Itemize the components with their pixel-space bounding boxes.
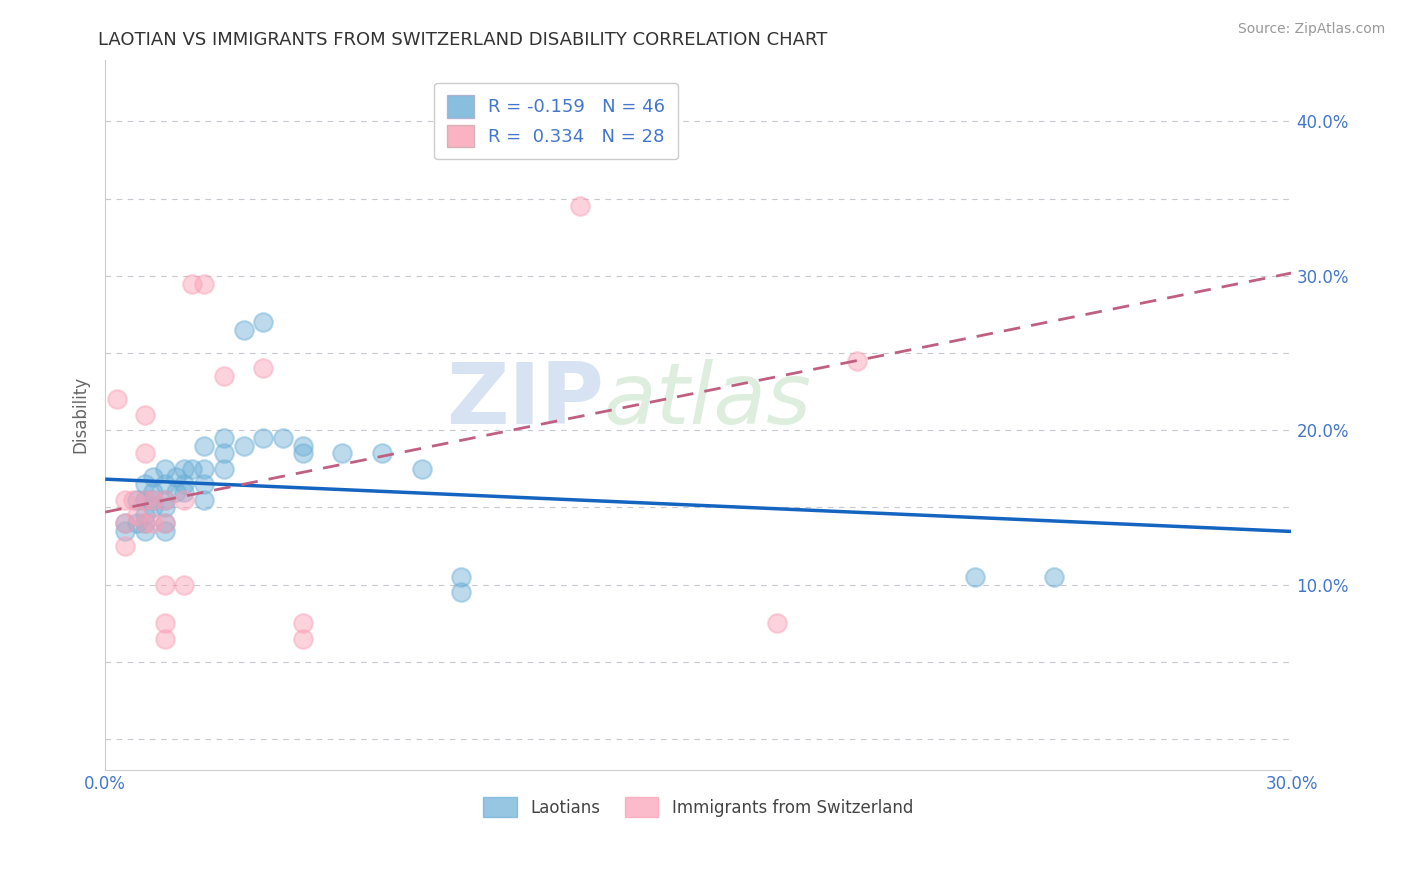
Point: [153, 516, 176, 530]
Point: [153, 500, 176, 515]
Point: [173, 477, 195, 491]
Point: [173, 485, 195, 500]
Point: [271, 431, 294, 445]
Point: [114, 524, 136, 538]
Point: [122, 492, 145, 507]
Point: [153, 477, 176, 491]
Point: [212, 446, 235, 460]
Point: [153, 516, 176, 530]
Text: LAOTIAN VS IMMIGRANTS FROM SWITZERLAND DISABILITY CORRELATION CHART: LAOTIAN VS IMMIGRANTS FROM SWITZERLAND D…: [98, 31, 828, 49]
Point: [845, 353, 868, 368]
Point: [193, 462, 215, 476]
Text: ZIP: ZIP: [446, 359, 603, 442]
Text: Source: ZipAtlas.com: Source: ZipAtlas.com: [1237, 22, 1385, 37]
Point: [212, 462, 235, 476]
Point: [291, 616, 314, 631]
Point: [142, 469, 165, 483]
Point: [114, 516, 136, 530]
Point: [142, 500, 165, 515]
Point: [114, 539, 136, 553]
Point: [252, 361, 274, 376]
Point: [125, 516, 148, 530]
Point: [114, 516, 136, 530]
Point: [142, 492, 165, 507]
Point: [411, 462, 433, 476]
Point: [142, 516, 165, 530]
Point: [766, 616, 789, 631]
Point: [332, 446, 354, 460]
Point: [291, 446, 314, 460]
Point: [193, 277, 215, 291]
Point: [153, 524, 176, 538]
Point: [173, 577, 195, 591]
Point: [193, 492, 215, 507]
Point: [134, 477, 156, 491]
Point: [125, 492, 148, 507]
Point: [173, 492, 195, 507]
Point: [193, 477, 215, 491]
Point: [165, 469, 187, 483]
Point: [232, 439, 254, 453]
Point: [252, 315, 274, 329]
Point: [450, 570, 472, 584]
Point: [142, 485, 165, 500]
Legend: Laotians, Immigrants from Switzerland: Laotians, Immigrants from Switzerland: [475, 789, 921, 826]
Point: [165, 485, 187, 500]
Point: [232, 323, 254, 337]
Point: [125, 508, 148, 523]
Point: [153, 462, 176, 476]
Point: [291, 439, 314, 453]
Point: [153, 616, 176, 631]
Point: [450, 585, 472, 599]
Point: [134, 446, 156, 460]
Point: [134, 524, 156, 538]
Point: [212, 369, 235, 384]
Point: [142, 492, 165, 507]
Point: [134, 408, 156, 422]
Point: [181, 462, 204, 476]
Point: [134, 492, 156, 507]
Point: [252, 431, 274, 445]
Point: [105, 392, 128, 407]
Point: [153, 632, 176, 646]
Point: [965, 570, 987, 584]
Point: [568, 199, 591, 213]
Point: [134, 516, 156, 530]
Point: [134, 492, 156, 507]
Point: [193, 439, 215, 453]
Point: [181, 277, 204, 291]
Point: [212, 431, 235, 445]
Point: [134, 508, 156, 523]
Point: [371, 446, 394, 460]
Text: atlas: atlas: [603, 359, 811, 442]
Point: [1043, 570, 1066, 584]
Point: [153, 492, 176, 507]
Point: [291, 632, 314, 646]
Y-axis label: Disability: Disability: [72, 376, 89, 453]
Point: [114, 492, 136, 507]
Point: [153, 577, 176, 591]
Point: [173, 462, 195, 476]
Point: [153, 492, 176, 507]
Point: [134, 516, 156, 530]
